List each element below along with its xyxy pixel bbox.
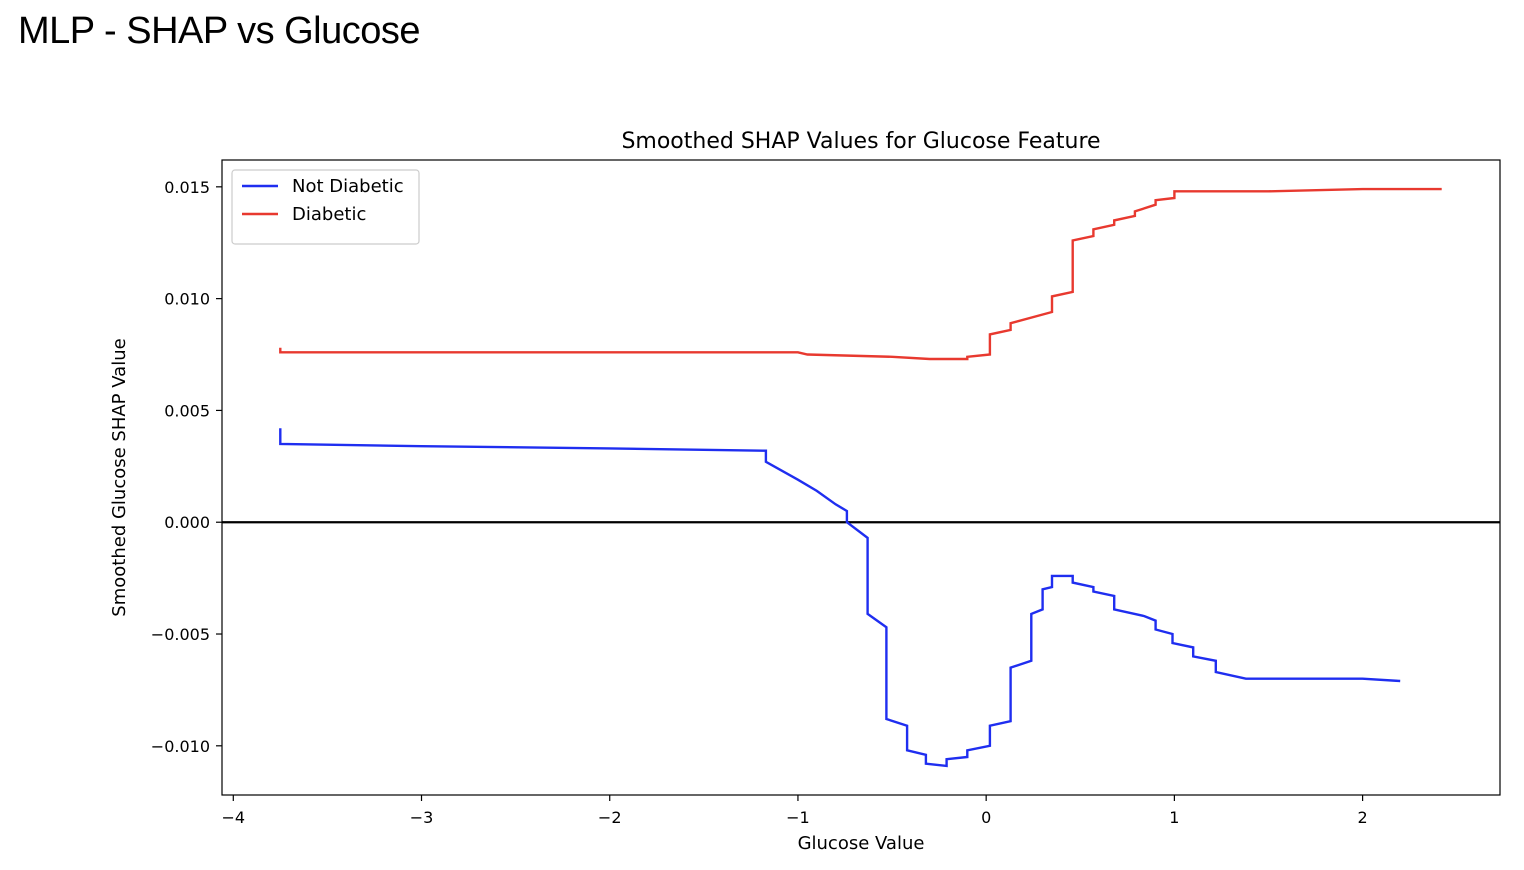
plot-frame	[221, 159, 1501, 796]
legend-box	[231, 169, 420, 245]
legend-label: Not Diabetic	[292, 176, 404, 197]
x-tick-label: 1	[1169, 808, 1179, 827]
chart-title: Smoothed SHAP Values for Glucose Feature	[621, 129, 1100, 154]
x-tick-label: −2	[598, 808, 622, 827]
x-axis: −4 −3 −2 −1 0 1 2	[221, 795, 1368, 827]
x-tick-label: −3	[410, 808, 434, 827]
y-tick-label: 0.015	[164, 178, 210, 197]
x-tick-label: 2	[1358, 808, 1368, 827]
x-axis-label: Glucose Value	[798, 833, 925, 854]
legend-label: Diabetic	[292, 204, 366, 225]
series-line-diabetic	[279, 187, 1442, 361]
y-tick-label: −0.005	[151, 625, 210, 644]
y-tick-label: −0.010	[151, 737, 210, 756]
x-tick-label: −4	[221, 808, 245, 827]
x-tick-label: −1	[786, 808, 810, 827]
y-tick-label: 0.000	[164, 513, 210, 532]
y-tick-label: 0.005	[164, 401, 210, 420]
legend: Not Diabetic Diabetic	[231, 169, 420, 245]
x-tick-label: 0	[981, 808, 991, 827]
series-line-not-diabetic	[279, 428, 1401, 768]
plot-area	[221, 159, 1501, 796]
page-title: MLP - SHAP vs Glucose	[18, 10, 421, 52]
y-tick-label: 0.010	[164, 290, 210, 309]
y-axis: 0.015 0.010 0.005 0.000 −0.005 −0.010	[151, 178, 222, 756]
y-axis-label: Smoothed Glucose SHAP Value	[109, 338, 130, 616]
